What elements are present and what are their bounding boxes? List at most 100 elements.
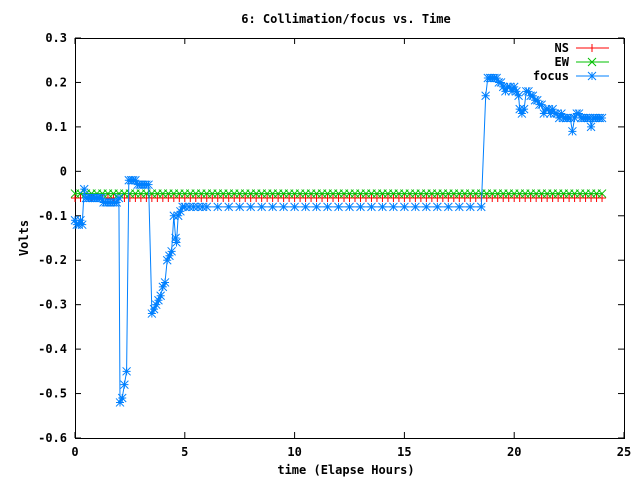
data-point-focus	[519, 104, 529, 114]
data-point-focus	[524, 86, 533, 96]
data-point-focus	[481, 91, 491, 101]
data-point-focus	[312, 202, 321, 212]
data-point-focus	[224, 202, 234, 212]
data-point-focus	[552, 109, 562, 118]
data-point-focus	[184, 202, 194, 212]
data-point-focus	[213, 202, 223, 212]
data-point-focus	[356, 202, 365, 212]
data-point-focus	[131, 175, 140, 185]
data-point-focus	[165, 251, 174, 261]
data-point-ns	[598, 194, 607, 202]
data-point-focus	[557, 109, 566, 118]
y-tick-label: -0.1	[38, 209, 67, 223]
y-tick-label: -0.4	[38, 342, 67, 356]
data-point-focus	[546, 109, 555, 118]
data-point-focus	[454, 202, 464, 212]
data-point-focus	[279, 202, 288, 212]
series-ns	[71, 194, 607, 202]
x-axis-label: time (Elapse Hours)	[277, 463, 414, 477]
data-point-focus	[334, 202, 343, 212]
data-point-focus	[345, 202, 354, 212]
data-point-focus	[422, 202, 431, 212]
data-point-focus	[514, 91, 523, 101]
data-point-focus	[268, 202, 277, 212]
data-point-focus	[169, 211, 179, 221]
x-tick-label: 5	[181, 445, 188, 459]
data-point-focus	[496, 78, 506, 87]
data-point-focus	[505, 82, 515, 92]
data-point-focus	[112, 198, 122, 207]
plot-frame	[75, 38, 625, 439]
data-point-focus	[79, 184, 89, 194]
data-point-focus	[537, 100, 547, 110]
legend-marker-ns	[588, 44, 596, 52]
data-point-focus	[597, 113, 607, 123]
legend-label-ew: EW	[555, 55, 570, 69]
data-point-focus	[532, 95, 542, 105]
data-point-focus	[476, 202, 486, 212]
data-point-focus	[198, 202, 207, 212]
data-point-focus	[565, 113, 575, 123]
data-point-focus	[543, 104, 553, 114]
axes: 0 5 10 15 20 25 -0.6 -0.5 -0.4 -0.3 -0.2 -0.1 0 0.1 0.…	[38, 31, 631, 459]
data-point-focus	[509, 82, 519, 92]
data-point-focus	[151, 300, 161, 310]
legend-marker-focus	[587, 71, 597, 81]
data-point-focus	[512, 86, 521, 96]
data-point-focus	[246, 202, 256, 212]
plot-area	[70, 73, 607, 407]
data-point-focus	[162, 255, 172, 265]
legend-label-focus: focus	[533, 69, 569, 83]
data-point-focus	[574, 109, 584, 118]
data-point-ew	[597, 189, 607, 198]
legend-label-ns: NS	[555, 41, 569, 55]
data-point-focus	[144, 180, 153, 190]
data-point-focus	[173, 211, 183, 221]
data-point-focus	[432, 202, 442, 212]
y-tick-label: -0.5	[38, 387, 67, 401]
data-point-focus	[172, 238, 181, 247]
chart-title: 6: Collimation/focus vs. Time	[241, 12, 451, 26]
data-point-focus	[517, 109, 527, 118]
data-point-focus	[76, 215, 85, 225]
series-focus	[70, 73, 607, 407]
data-point-focus	[156, 291, 165, 301]
data-point-focus	[400, 202, 409, 212]
data-point-focus	[378, 202, 387, 212]
x-tick-label: 0	[71, 445, 78, 459]
series-ew	[70, 189, 607, 198]
data-point-focus	[443, 202, 453, 212]
data-point-focus	[122, 366, 131, 376]
data-point-focus	[176, 206, 185, 216]
data-point-focus	[158, 282, 168, 292]
data-point-focus	[586, 122, 596, 132]
data-point-focus	[189, 202, 198, 212]
data-point-focus	[257, 202, 267, 212]
data-point-focus	[117, 393, 127, 403]
data-point-focus	[290, 202, 299, 212]
x-tick-label: 10	[287, 445, 301, 459]
data-point-focus	[70, 215, 80, 225]
data-point-focus	[528, 91, 538, 101]
y-tick-label: 0.1	[45, 120, 67, 134]
data-point-focus	[147, 309, 157, 318]
data-point-focus	[498, 82, 508, 92]
data-point-focus	[120, 380, 129, 390]
data-point-focus	[77, 220, 87, 230]
data-point-focus	[115, 398, 125, 407]
y-tick-label: 0	[60, 164, 67, 178]
data-point-focus	[570, 113, 579, 123]
y-tick-label: 0.2	[45, 75, 67, 89]
data-point-focus	[171, 233, 180, 243]
data-point-focus	[149, 304, 159, 314]
legend-marker-ew	[587, 57, 597, 67]
data-point-focus	[389, 202, 398, 212]
data-point-focus	[465, 202, 475, 212]
x-tick-label: 20	[507, 445, 521, 459]
data-point-focus	[235, 202, 245, 212]
data-point-focus	[515, 104, 525, 114]
y-tick-label: -0.2	[38, 253, 67, 267]
data-point-focus	[154, 295, 163, 305]
